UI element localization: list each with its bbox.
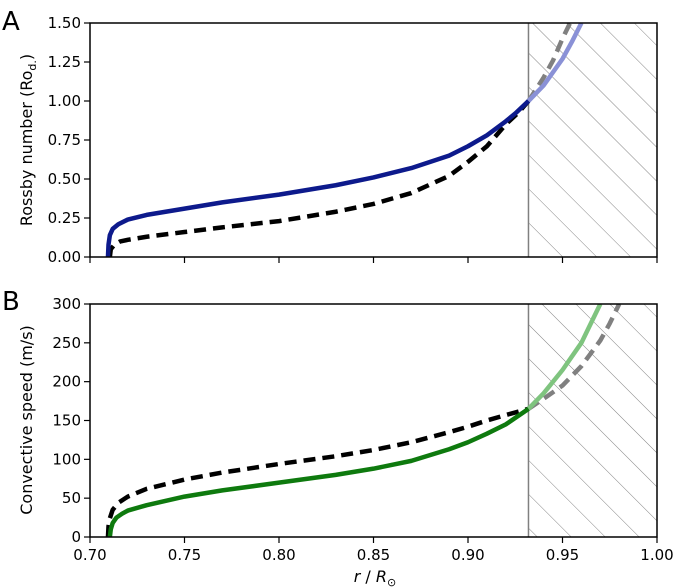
panel-a-series-dashed bbox=[107, 99, 531, 257]
panel-b-y-tick-label: 150 bbox=[52, 412, 81, 430]
panel-b-x-tick-label: 0.80 bbox=[262, 546, 295, 564]
panel-b-y-tick-label: 100 bbox=[52, 450, 81, 468]
panel-b-y-tick-label: 200 bbox=[52, 373, 81, 391]
panel-b-series-solid-faded bbox=[526, 304, 603, 411]
panel-b-y-tick-label: 300 bbox=[52, 295, 81, 313]
panel-a-hatched-region bbox=[528, 23, 657, 257]
panel-b-x-tick-label: 0.90 bbox=[451, 546, 484, 564]
panel-a-y-axis-label: Rossby number (Rod.) bbox=[17, 54, 39, 226]
panel-a-y-tick-label: 0.00 bbox=[48, 248, 81, 266]
panel-a-y-tick-label: 0.75 bbox=[48, 131, 81, 149]
panel-b-y-tick-label: 250 bbox=[52, 334, 81, 352]
panel-b-x-tick-label: 0.95 bbox=[546, 546, 579, 564]
panel-a-y-tick-label: 1.25 bbox=[48, 53, 81, 71]
panel-b-hatched-region bbox=[528, 304, 657, 537]
x-axis-label: r / R⊙ bbox=[354, 567, 396, 587]
panel-a-series-solid-faded bbox=[526, 23, 584, 103]
panel-b-series-solid bbox=[107, 406, 530, 537]
panel-b-y-axis-label: Convective speed (m/s) bbox=[17, 325, 36, 515]
panel-a-rossby-chart: A Rossby number (Rod.) 0.00 0.25 0.50 0.75 1… bbox=[2, 7, 658, 266]
panel-a-y-tick-label: 1.00 bbox=[48, 92, 81, 110]
panel-a-series-solid bbox=[105, 99, 531, 257]
panel-b-speed-chart: B Convective speed (m/s) r / R⊙ 0 50 100 15… bbox=[2, 287, 674, 587]
panel-b-y-tick-label: 50 bbox=[62, 489, 81, 507]
panel-b-letter: B bbox=[2, 287, 20, 317]
panel-b-x-tick-label: 0.85 bbox=[357, 546, 390, 564]
panel-b-x-tick-label: 0.75 bbox=[168, 546, 201, 564]
panel-a-y-tick-label: 0.25 bbox=[48, 209, 81, 227]
panel-a-y-tick-label: 0.50 bbox=[48, 170, 81, 188]
panel-b-series-dashed bbox=[105, 406, 530, 537]
panel-b-x-tick-label: 0.70 bbox=[73, 546, 106, 564]
panel-a-y-tick-label: 1.50 bbox=[48, 14, 81, 32]
panel-a-series-dashed-faded bbox=[526, 23, 573, 103]
panel-a-letter: A bbox=[2, 7, 20, 37]
panel-b-y-tick-label: 0 bbox=[71, 528, 81, 546]
panel-b-series-dashed-faded bbox=[527, 304, 622, 411]
panel-b-x-tick-label: 1.00 bbox=[640, 546, 673, 564]
